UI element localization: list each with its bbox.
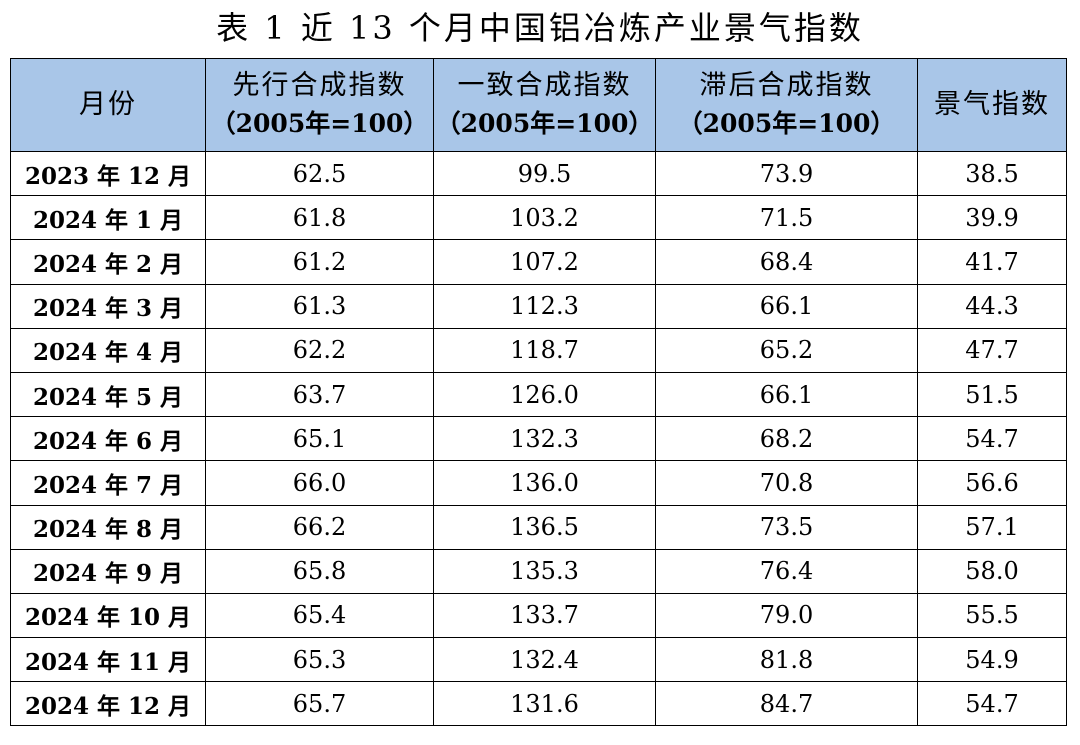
- month-cell: 2023 年 12 月: [10, 150, 206, 197]
- leading-index-cell: 62.5: [205, 150, 434, 197]
- table-row: 2024 年 3 月 61.3 112.3 66.1 44.3: [10, 283, 1067, 329]
- coincident-index-cell: 135.3: [433, 548, 656, 594]
- lagging-index-cell: 73.9: [655, 150, 918, 197]
- lagging-index-cell: 73.5: [655, 504, 918, 550]
- coincident-index-cell: 132.4: [433, 637, 656, 683]
- table-row: 2024 年 10 月 65.4 133.7 79.0 55.5: [10, 592, 1067, 639]
- month-cell: 2024 年 9 月: [10, 548, 206, 594]
- lagging-index-cell: 68.4: [655, 239, 918, 285]
- leading-index-cell: 65.1: [205, 416, 434, 462]
- table-body: 2023 年 12 月 62.5 99.5 73.9 38.5 2024 年 1 月 61.…: [10, 150, 1067, 727]
- leading-index-cell: 65.3: [205, 637, 434, 683]
- month-cell: 2024 年 10 月: [10, 592, 206, 639]
- climate-index-cell: 54.7: [917, 681, 1067, 727]
- leading-index-cell: 65.4: [205, 592, 434, 639]
- table-row: 2024 年 1 月 61.8 103.2 71.5 39.9: [10, 195, 1067, 241]
- lagging-index-cell: 84.7: [655, 681, 918, 727]
- coincident-index-cell: 132.3: [433, 416, 656, 462]
- climate-index-cell: 58.0: [917, 548, 1067, 594]
- header-lagging-base: （2005年=100）: [677, 109, 896, 138]
- header-month-label: 月份: [79, 89, 137, 120]
- coincident-index-cell: 107.2: [433, 239, 656, 285]
- table-caption: 表 1 近 13 个月中国铝冶炼产业景气指数: [216, 9, 864, 47]
- leading-index-cell: 61.3: [205, 283, 434, 329]
- climate-index-cell: 51.5: [917, 371, 1067, 418]
- coincident-index-cell: 112.3: [433, 283, 656, 329]
- lagging-index-cell: 65.2: [655, 327, 918, 373]
- header-leading: 先行合成指数 （2005年=100）: [205, 58, 434, 152]
- leading-index-cell: 65.8: [205, 548, 434, 594]
- climate-index-cell: 54.9: [917, 637, 1067, 683]
- coincident-index-cell: 99.5: [433, 150, 656, 197]
- lagging-index-cell: 68.2: [655, 416, 918, 462]
- coincident-index-cell: 118.7: [433, 327, 656, 373]
- header-coincident-label: 一致合成指数: [457, 70, 632, 101]
- coincident-index-cell: 126.0: [433, 371, 656, 418]
- month-cell: 2024 年 2 月: [10, 239, 206, 285]
- month-cell: 2024 年 5 月: [10, 371, 206, 418]
- climate-index-cell: 44.3: [917, 283, 1067, 329]
- coincident-index-cell: 131.6: [433, 681, 656, 727]
- header-coincident: 一致合成指数 （2005年=100）: [433, 58, 656, 152]
- climate-index-cell: 39.9: [917, 195, 1067, 241]
- climate-index-cell: 38.5: [917, 150, 1067, 197]
- climate-index-cell: 47.7: [917, 327, 1067, 373]
- coincident-index-cell: 133.7: [433, 592, 656, 639]
- leading-index-cell: 62.2: [205, 327, 434, 373]
- header-row: 月份 先行合成指数 （2005年=100） 一致合成指数 （2005年=100）…: [10, 58, 1067, 152]
- lagging-index-cell: 70.8: [655, 460, 918, 506]
- header-lagging: 滞后合成指数 （2005年=100）: [655, 58, 918, 152]
- leading-index-cell: 61.2: [205, 239, 434, 285]
- month-cell: 2024 年 12 月: [10, 681, 206, 727]
- month-cell: 2024 年 7 月: [10, 460, 206, 506]
- lagging-index-cell: 81.8: [655, 637, 918, 683]
- lagging-index-cell: 66.1: [655, 283, 918, 329]
- lagging-index-cell: 71.5: [655, 195, 918, 241]
- table-row: 2024 年 11 月 65.3 132.4 81.8 54.9: [10, 637, 1067, 683]
- table-row: 2024 年 2 月 61.2 107.2 68.4 41.7: [10, 239, 1067, 285]
- lagging-index-cell: 66.1: [655, 371, 918, 418]
- table-row: 2023 年 12 月 62.5 99.5 73.9 38.5: [10, 150, 1067, 197]
- header-coincident-base: （2005年=100）: [435, 109, 654, 138]
- table-row: 2024 年 7 月 66.0 136.0 70.8 56.6: [10, 460, 1067, 506]
- header-climate-label: 景气指数: [934, 89, 1050, 120]
- leading-index-cell: 66.2: [205, 504, 434, 550]
- climate-index-cell: 57.1: [917, 504, 1067, 550]
- table-row: 2024 年 12 月 65.7 131.6 84.7 54.7: [10, 681, 1067, 727]
- month-cell: 2024 年 8 月: [10, 504, 206, 550]
- leading-index-cell: 65.7: [205, 681, 434, 727]
- table-row: 2024 年 6 月 65.1 132.3 68.2 54.7: [10, 416, 1067, 462]
- table-row: 2024 年 9 月 65.8 135.3 76.4 58.0: [10, 548, 1067, 594]
- climate-index-cell: 54.7: [917, 416, 1067, 462]
- climate-index-cell: 55.5: [917, 592, 1067, 639]
- month-cell: 2024 年 4 月: [10, 327, 206, 373]
- table-row: 2024 年 8 月 66.2 136.5 73.5 57.1: [10, 504, 1067, 550]
- leading-index-cell: 63.7: [205, 371, 434, 418]
- month-cell: 2024 年 6 月: [10, 416, 206, 462]
- header-month: 月份: [10, 58, 206, 152]
- coincident-index-cell: 103.2: [433, 195, 656, 241]
- climate-index-cell: 41.7: [917, 239, 1067, 285]
- header-climate: 景气指数: [917, 58, 1067, 152]
- climate-index-table: 月份 先行合成指数 （2005年=100） 一致合成指数 （2005年=100）…: [10, 58, 1067, 727]
- coincident-index-cell: 136.0: [433, 460, 656, 506]
- table-row: 2024 年 5 月 63.7 126.0 66.1 51.5: [10, 371, 1067, 418]
- header-leading-label: 先行合成指数: [232, 70, 407, 101]
- header-leading-base: （2005年=100）: [210, 109, 429, 138]
- month-cell: 2024 年 11 月: [10, 637, 206, 683]
- month-cell: 2024 年 1 月: [10, 195, 206, 241]
- table-header: 月份 先行合成指数 （2005年=100） 一致合成指数 （2005年=100）…: [10, 58, 1067, 152]
- month-cell: 2024 年 3 月: [10, 283, 206, 329]
- leading-index-cell: 61.8: [205, 195, 434, 241]
- leading-index-cell: 66.0: [205, 460, 434, 506]
- lagging-index-cell: 79.0: [655, 592, 918, 639]
- climate-index-cell: 56.6: [917, 460, 1067, 506]
- table-row: 2024 年 4 月 62.2 118.7 65.2 47.7: [10, 327, 1067, 373]
- header-lagging-label: 滞后合成指数: [699, 70, 874, 101]
- lagging-index-cell: 76.4: [655, 548, 918, 594]
- coincident-index-cell: 136.5: [433, 504, 656, 550]
